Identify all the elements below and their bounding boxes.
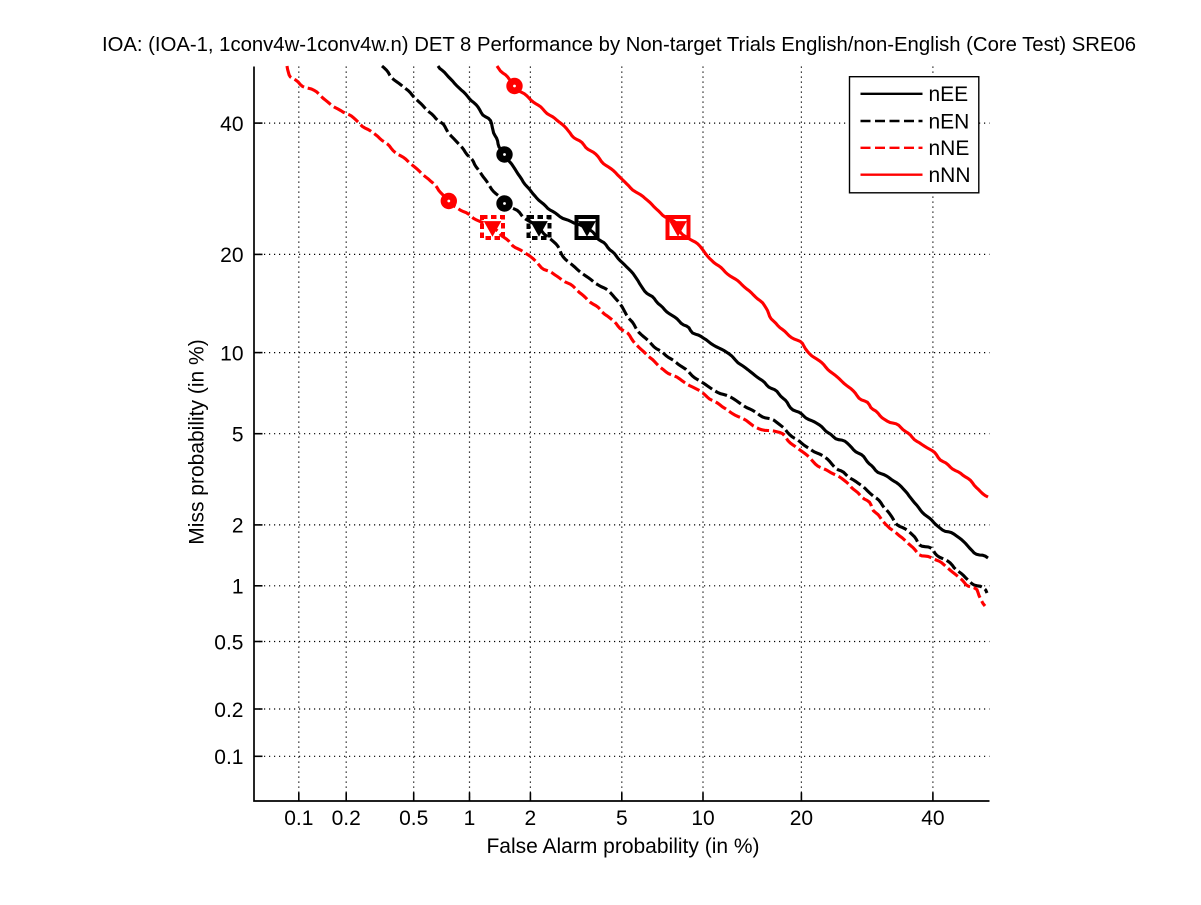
svg-text:5: 5 bbox=[616, 807, 628, 830]
svg-text:20: 20 bbox=[790, 807, 813, 830]
svg-text:1: 1 bbox=[464, 807, 476, 830]
svg-text:2: 2 bbox=[525, 807, 537, 830]
svg-text:10: 10 bbox=[691, 807, 714, 830]
svg-text:1: 1 bbox=[232, 576, 244, 599]
svg-text:nEE: nEE bbox=[929, 83, 969, 106]
svg-text:20: 20 bbox=[220, 244, 243, 267]
svg-text:False Alarm probability (in %): False Alarm probability (in %) bbox=[486, 835, 759, 858]
svg-text:10: 10 bbox=[220, 342, 243, 365]
svg-text:0.1: 0.1 bbox=[284, 807, 313, 830]
svg-text:Miss probability (in %): Miss probability (in %) bbox=[186, 339, 209, 544]
svg-text:0.5: 0.5 bbox=[399, 807, 428, 830]
svg-text:0.5: 0.5 bbox=[214, 631, 243, 654]
svg-text:5: 5 bbox=[232, 424, 244, 447]
svg-text:40: 40 bbox=[220, 113, 243, 136]
svg-text:nEN: nEN bbox=[929, 110, 970, 133]
svg-text:IOA: (IOA-1, 1conv4w-1conv4w.n: IOA: (IOA-1, 1conv4w-1conv4w.n) DET 8 Pe… bbox=[102, 34, 1136, 56]
svg-text:2: 2 bbox=[232, 515, 244, 538]
svg-text:0.2: 0.2 bbox=[214, 699, 243, 722]
svg-text:nNN: nNN bbox=[929, 164, 971, 187]
svg-text:40: 40 bbox=[921, 807, 944, 830]
svg-text:0.1: 0.1 bbox=[214, 746, 243, 769]
svg-text:nNE: nNE bbox=[929, 137, 970, 160]
svg-text:0.2: 0.2 bbox=[332, 807, 361, 830]
